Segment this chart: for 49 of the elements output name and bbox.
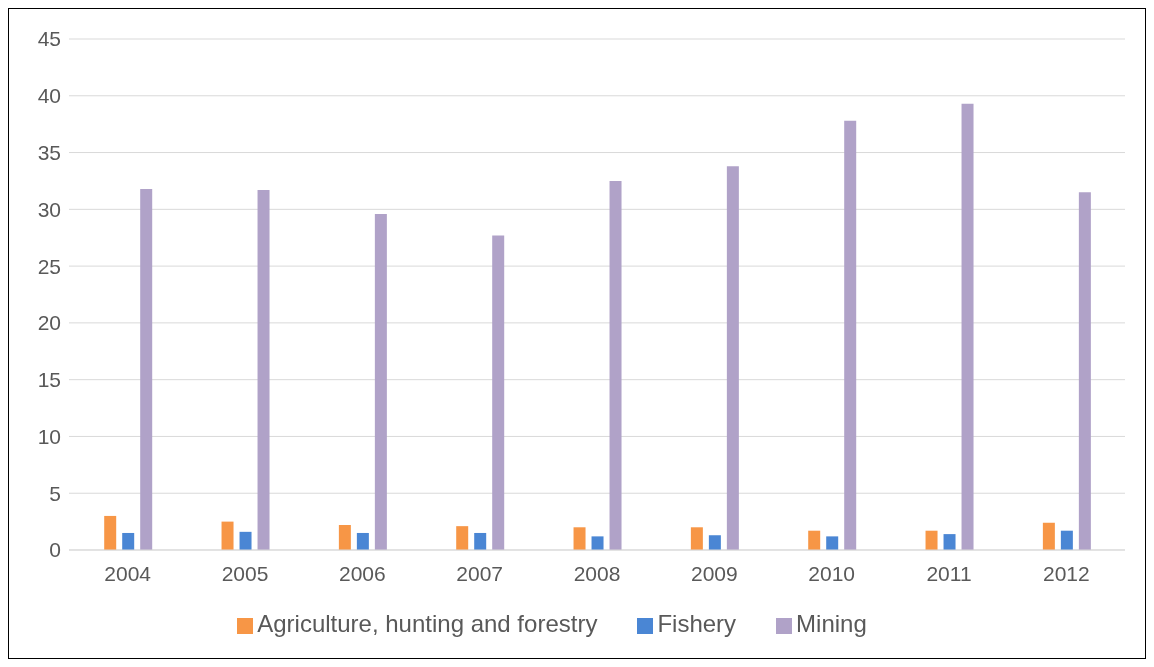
bar: [726, 166, 739, 550]
y-tick-label: 30: [37, 197, 61, 221]
legend-label: Fishery: [657, 610, 737, 637]
y-tick-label: 5: [49, 481, 61, 505]
x-tick-label: 2010: [808, 561, 856, 585]
bar: [1060, 530, 1073, 550]
legend-label: Agriculture, hunting and forestry: [257, 610, 598, 637]
x-tick-label: 2009: [690, 561, 738, 585]
bar: [925, 530, 938, 550]
bar: [609, 180, 622, 550]
bar: [257, 190, 270, 550]
y-tick-label: 0: [49, 538, 61, 562]
bar: [961, 103, 974, 550]
x-tick-label: 2004: [104, 561, 152, 585]
bar: [122, 532, 135, 550]
bar: [573, 527, 586, 550]
bar: [239, 531, 252, 550]
x-tick-label: 2005: [221, 561, 269, 585]
bar: [844, 120, 857, 550]
bar: [104, 515, 117, 550]
bar: [943, 534, 956, 550]
bar: [456, 526, 469, 550]
bar: [338, 525, 351, 550]
bar: [221, 521, 234, 550]
bar: [826, 536, 839, 550]
y-tick-label: 40: [37, 84, 61, 108]
y-tick-label: 35: [37, 141, 61, 165]
x-tick-label: 2006: [338, 561, 386, 585]
bar: [356, 532, 369, 550]
y-tick-label: 45: [37, 27, 61, 51]
y-tick-label: 15: [37, 368, 61, 392]
legend-label: Mining: [796, 610, 867, 637]
bar: [474, 532, 487, 550]
bar: [140, 188, 153, 550]
bar: [690, 527, 703, 550]
bar: [708, 535, 721, 550]
bar: [591, 536, 604, 550]
bar: [492, 235, 505, 550]
y-tick-label: 10: [37, 424, 61, 448]
y-tick-label: 20: [37, 311, 61, 335]
bar: [374, 213, 387, 550]
bar: [808, 530, 821, 550]
y-tick-label: 25: [37, 254, 61, 278]
x-tick-label: 2008: [573, 561, 621, 585]
x-tick-label: 2012: [1042, 561, 1090, 585]
bar: [1078, 192, 1091, 550]
x-tick-label: 2007: [456, 561, 504, 585]
x-tick-label: 2011: [926, 561, 972, 585]
bar: [1042, 522, 1055, 550]
